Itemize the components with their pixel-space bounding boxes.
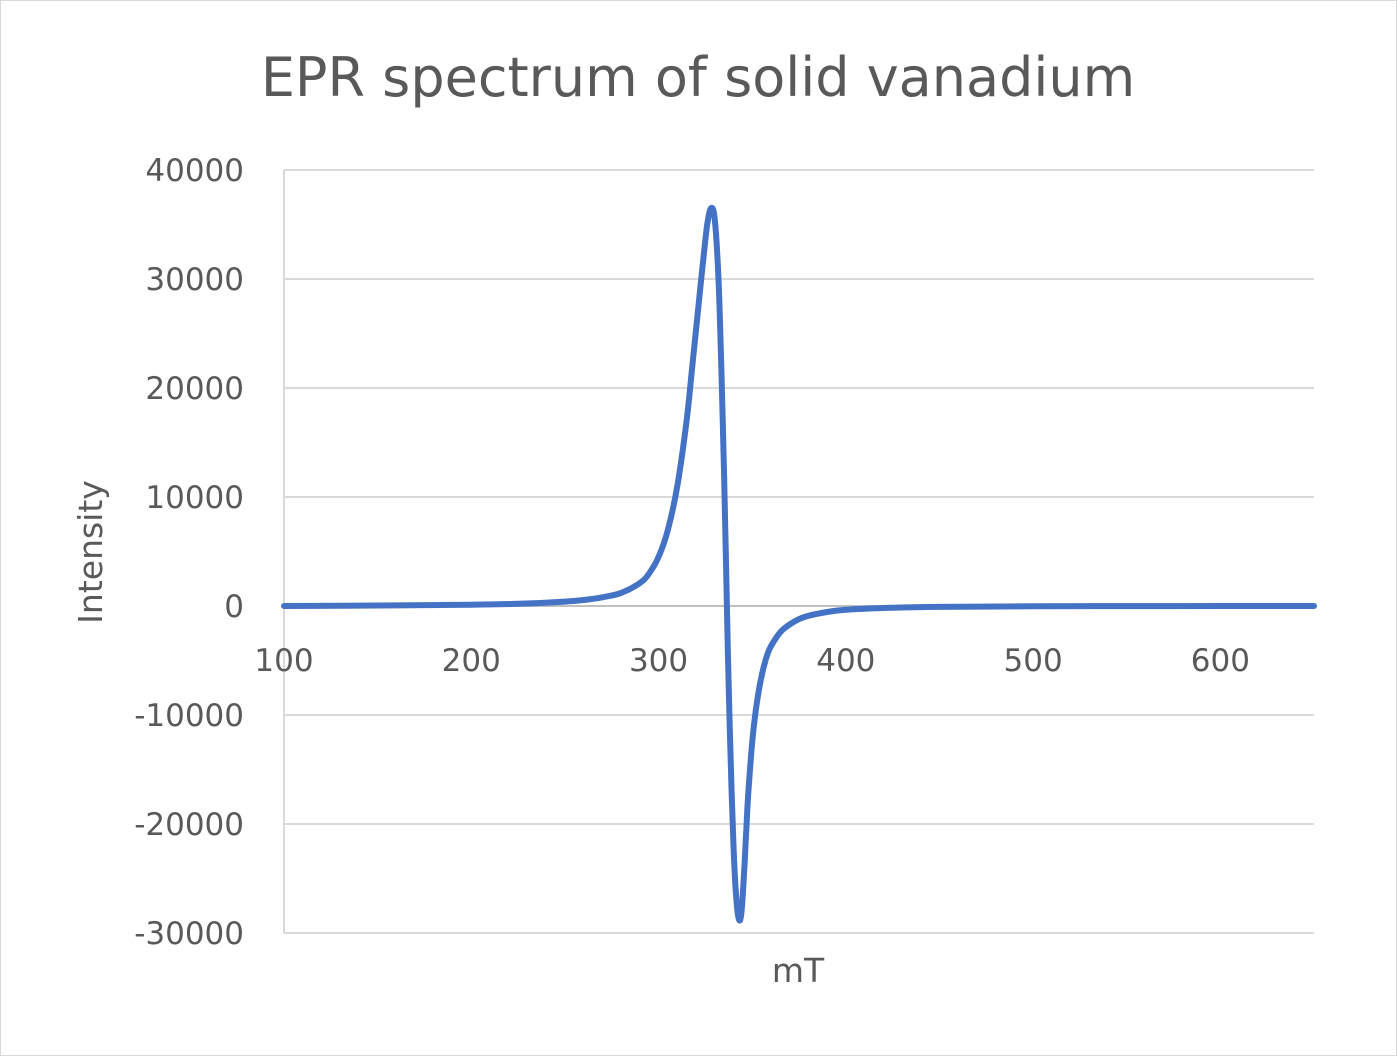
series-line bbox=[281, 204, 1317, 924]
y-tick-label: -10000 bbox=[134, 698, 244, 734]
series-group bbox=[281, 204, 1317, 924]
y-tick-label: -20000 bbox=[134, 807, 244, 843]
x-tick-label: 400 bbox=[816, 643, 875, 679]
x-tick-label: 300 bbox=[629, 643, 688, 679]
y-tick-label: 40000 bbox=[145, 153, 244, 189]
y-tick-label: 30000 bbox=[145, 262, 244, 298]
x-tick-label: 200 bbox=[442, 643, 501, 679]
x-tick-label: 100 bbox=[254, 643, 313, 679]
gridlines bbox=[283, 169, 1314, 934]
x-tick-label: 600 bbox=[1191, 643, 1250, 679]
x-axis-title: mT bbox=[772, 951, 825, 990]
y-tick-label: 0 bbox=[224, 589, 244, 625]
y-axis-ticks: 40000 30000 20000 10000 0 -10000 -20000 -30000 bbox=[134, 153, 244, 952]
y-tick-label: 10000 bbox=[145, 480, 244, 516]
y-tick-label: 20000 bbox=[145, 371, 244, 407]
y-axis-title: Intensity bbox=[71, 480, 110, 624]
x-axis-ticks: 100 200 300 400 500 600 bbox=[254, 643, 1250, 679]
y-tick-label: -30000 bbox=[134, 916, 244, 952]
chart-title: EPR spectrum of solid vanadium bbox=[261, 46, 1135, 109]
x-tick-label: 500 bbox=[1004, 643, 1063, 679]
